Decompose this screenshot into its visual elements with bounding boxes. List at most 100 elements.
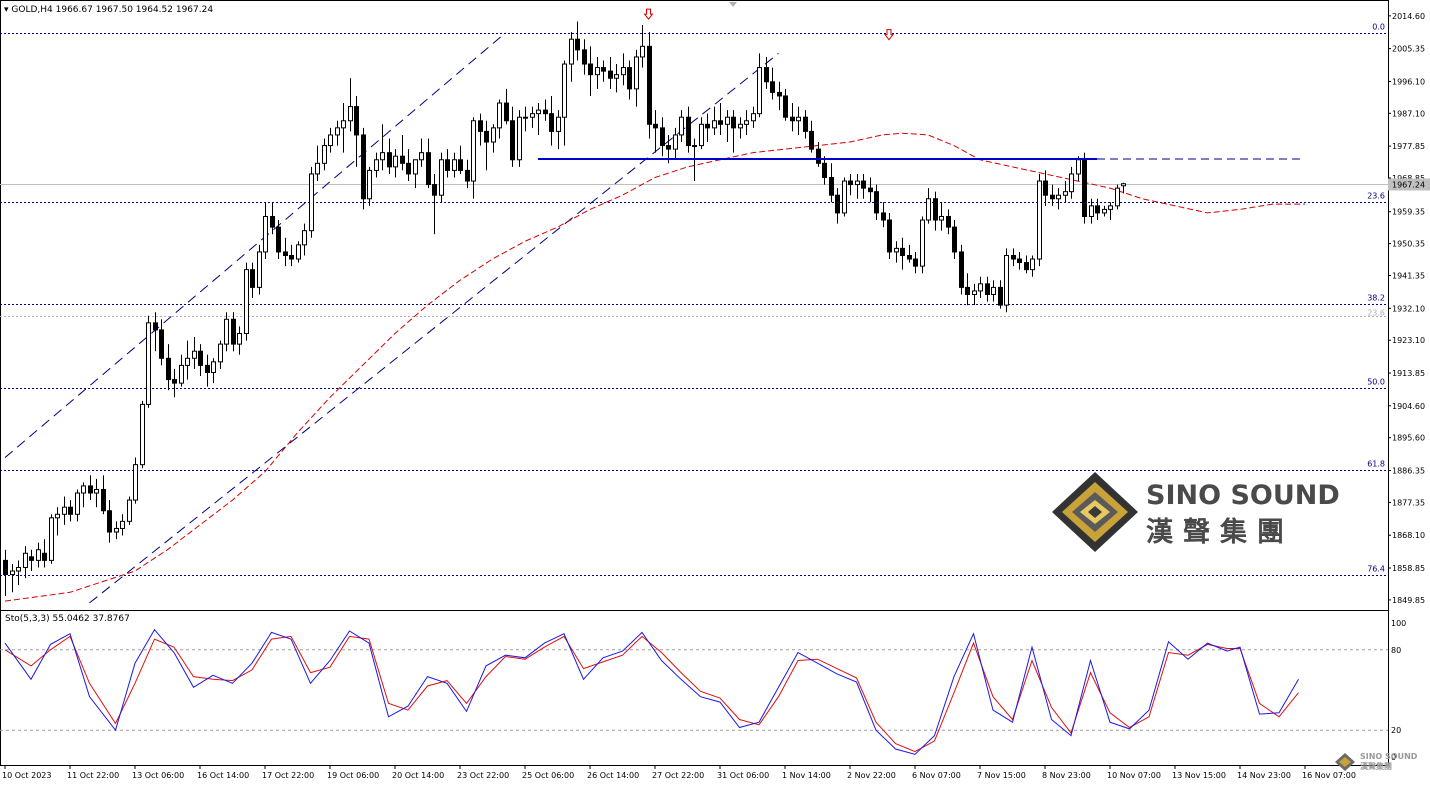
- candle-body: [686, 116, 691, 147]
- candle-body: [614, 74, 619, 79]
- stoch-main-line: [4, 628, 1299, 755]
- candle: [601, 60, 606, 82]
- candle-body: [211, 361, 216, 373]
- candle: [517, 110, 522, 167]
- time-tick-label: 14 Nov 23:00: [1237, 771, 1291, 780]
- candle-body: [699, 123, 704, 147]
- candle: [10, 563, 15, 593]
- candle: [530, 106, 535, 128]
- candle: [874, 184, 879, 221]
- stoch-tick-label: 20: [1391, 726, 1401, 735]
- candle: [302, 223, 307, 256]
- secondary-fib-label: 23.6: [1367, 309, 1385, 318]
- candle: [1011, 248, 1016, 267]
- candle-body: [1095, 205, 1100, 214]
- fib-level-label: 76.4: [1367, 565, 1385, 574]
- candle-body: [634, 56, 639, 90]
- time-tick-label: 19 Oct 06:00: [327, 771, 379, 780]
- candle-body: [575, 38, 580, 51]
- candle: [725, 110, 730, 143]
- price-tick-label: 1950.35: [1392, 240, 1425, 249]
- candle-body: [465, 169, 470, 182]
- candle-body: [309, 173, 314, 232]
- fib-level-label: 38.2: [1367, 294, 1385, 303]
- candle: [218, 340, 223, 369]
- candle-body: [146, 322, 151, 405]
- price-tick-label: 1996.10: [1392, 77, 1425, 86]
- price-tick-label: 1886.35: [1392, 466, 1425, 475]
- candle-body: [881, 212, 886, 221]
- candle: [42, 539, 47, 568]
- candle: [120, 514, 125, 536]
- candle-body: [205, 364, 210, 373]
- candle: [133, 457, 138, 504]
- candle: [107, 500, 112, 543]
- candle-body: [744, 120, 749, 125]
- candle-body: [179, 364, 184, 384]
- time-tick-label: 10 Nov 07:00: [1107, 771, 1161, 780]
- candle-body: [543, 109, 548, 115]
- time-tick-label: 7 Nov 15:00: [977, 771, 1026, 780]
- candle: [270, 202, 275, 235]
- candle-body: [497, 102, 502, 129]
- candle-body: [328, 134, 333, 147]
- candle-body: [991, 286, 996, 295]
- candle-body: [757, 67, 762, 115]
- candle-body: [374, 159, 379, 171]
- candle: [595, 56, 600, 89]
- candle-body: [829, 176, 834, 196]
- diamond-logo-icon: [1052, 472, 1138, 552]
- candle: [510, 106, 515, 167]
- candle: [881, 202, 886, 228]
- candle-body: [68, 506, 73, 515]
- scroll-shift-icon: [729, 2, 737, 7]
- candle-body: [29, 556, 34, 561]
- candle: [686, 106, 691, 153]
- candle: [55, 507, 60, 536]
- candle: [855, 173, 860, 199]
- mini-brand-name: SINO SOUND 漢聲集團: [1360, 752, 1417, 772]
- candle-body: [666, 145, 671, 150]
- candle: [101, 475, 106, 515]
- candle-body: [582, 49, 587, 65]
- candle: [491, 124, 496, 153]
- candle-body: [81, 485, 86, 494]
- candle: [1095, 198, 1100, 221]
- candle-body: [673, 134, 678, 150]
- candle-body: [439, 159, 444, 196]
- time-tick-label: 23 Oct 22:00: [457, 771, 509, 780]
- candle-body: [978, 283, 983, 292]
- candle-body: [166, 357, 171, 381]
- candle-body: [1121, 183, 1126, 187]
- candle: [1069, 166, 1074, 199]
- candle-body: [887, 219, 892, 253]
- candle: [23, 546, 28, 579]
- candle-body: [718, 120, 723, 125]
- candle-body: [822, 162, 827, 178]
- candle-body: [790, 116, 795, 122]
- candle-body: [257, 251, 262, 288]
- candle-body: [159, 329, 164, 359]
- candle-body: [621, 67, 626, 76]
- price-tick-label: 1858.85: [1392, 564, 1425, 573]
- candle: [16, 560, 21, 586]
- candle-body: [55, 513, 60, 519]
- candle-body: [231, 318, 236, 345]
- candle: [263, 202, 268, 260]
- candle: [309, 166, 314, 238]
- candle-body: [49, 517, 54, 561]
- candle-body: [803, 116, 808, 132]
- candle: [452, 152, 457, 178]
- candle: [1030, 255, 1035, 277]
- candle-body: [926, 198, 931, 221]
- current-price-tag: 1967.24: [1388, 178, 1430, 191]
- candle: [179, 354, 184, 387]
- candle: [1121, 182, 1126, 194]
- candle: [627, 60, 632, 100]
- candle: [673, 127, 678, 160]
- candle-body: [783, 95, 788, 118]
- candle: [933, 191, 938, 231]
- candle-body: [354, 106, 359, 136]
- dropdown-triangle-icon[interactable]: ▾: [4, 5, 9, 15]
- candle: [991, 280, 996, 302]
